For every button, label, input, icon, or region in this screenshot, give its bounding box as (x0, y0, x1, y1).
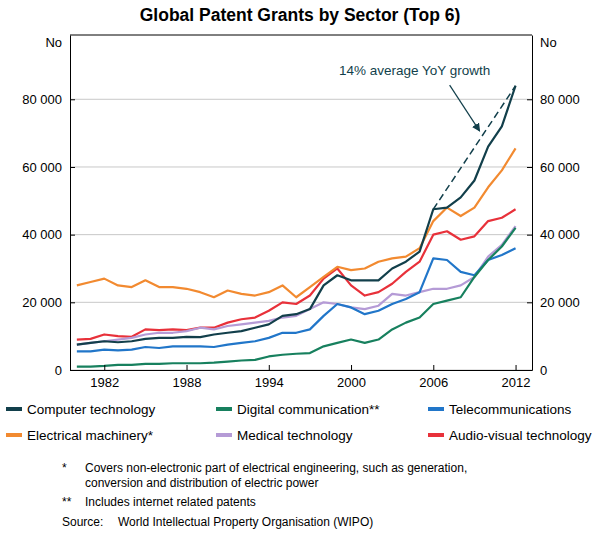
tick-label: 2012 (502, 375, 531, 390)
trend-line (433, 86, 515, 210)
title: Global Patent Grants by Sector (Top 6) (140, 5, 461, 25)
tick: 40 000 (22, 227, 75, 242)
tick-label: 2006 (419, 375, 448, 390)
annotation: 14% average YoY growth (339, 63, 490, 78)
tick-label: 1988 (173, 375, 202, 390)
legend-swatch (428, 433, 444, 437)
y-axis: 0 20 000 40 000 60 000 80 000 (22, 36, 75, 378)
tick-mark (70, 167, 75, 168)
note-text: Includes internet related patents (85, 495, 256, 509)
legend-label: Telecommunications (449, 402, 572, 417)
tick-mark (433, 365, 434, 370)
tick: 2000 (337, 365, 366, 390)
tick-label: 20 000 (540, 295, 580, 310)
series-line (77, 226, 516, 344)
x-axis: 1982 1988 1994 2000 2006 2012 (71, 365, 533, 390)
legend-swatch (6, 433, 22, 437)
tick: 80 000 (527, 92, 580, 107)
tick-label: 20 000 (22, 295, 62, 310)
legend-swatch (216, 407, 232, 411)
tick-label: 1994 (255, 375, 284, 390)
series-line (77, 148, 516, 297)
tick-mark (527, 235, 532, 236)
source-label: Source: (62, 515, 103, 529)
legend-label: Audio-visual technology (449, 428, 592, 443)
tick-label: 80 000 (540, 92, 580, 107)
tick-label: 0 (55, 363, 62, 378)
legend-label: Digital communication** (237, 402, 380, 417)
y2-axis: 0 20 000 40 000 60 000 80 000 (527, 36, 580, 378)
axis-line (70, 36, 71, 371)
legend-swatch (6, 407, 22, 411)
note-text: conversion and distribution of electric … (85, 476, 318, 490)
series-line (77, 228, 516, 367)
tick-mark (527, 302, 532, 303)
tick-mark (70, 235, 75, 236)
tick-label: 40 000 (22, 227, 62, 242)
note-text: Covers non-electronic part of electrical… (85, 461, 467, 475)
legend-label: Computer technology (27, 402, 156, 417)
tick: 2012 (502, 365, 531, 390)
tick-mark (269, 365, 270, 370)
legend-label: Electrical machinery* (27, 428, 154, 443)
y2-axis-label: No (540, 35, 557, 50)
series-line (77, 209, 516, 339)
tick-mark (70, 99, 75, 100)
plot-area (77, 86, 516, 367)
tick-mark (104, 365, 105, 370)
grid-line (70, 99, 532, 100)
tick: 80 000 (22, 92, 75, 107)
note-marker: * (62, 461, 67, 475)
grid-line (70, 166, 532, 167)
axis-line (71, 370, 533, 371)
y-axis-label: No (45, 35, 62, 50)
tick-mark (187, 365, 188, 370)
tick-label: 0 (540, 363, 547, 378)
tick: 20 000 (527, 295, 580, 310)
tick-mark (527, 99, 532, 100)
frame (70, 35, 532, 36)
legend-swatch (216, 433, 232, 437)
tick: 1994 (255, 365, 284, 390)
series-line (77, 86, 516, 345)
tick: 1982 (90, 365, 119, 390)
tick-label: 60 000 (22, 160, 62, 175)
note-marker: ** (62, 495, 72, 509)
chart: Global Patent Grants by Sector (Top 6)02… (0, 0, 600, 535)
grid-line (70, 370, 532, 371)
tick: 2006 (419, 365, 448, 390)
tick: 1988 (173, 365, 202, 390)
tick-mark (516, 365, 517, 370)
tick-mark (70, 302, 75, 303)
tick: 40 000 (527, 227, 580, 242)
grid (70, 99, 532, 370)
tick-label: 40 000 (540, 227, 580, 242)
tick-label: 2000 (337, 375, 366, 390)
annotation-arrow (450, 85, 480, 131)
notes: * Covers non-electronic part of electrica… (62, 461, 467, 529)
tick-label: 1982 (90, 375, 119, 390)
legend: Computer technology Digital communication… (6, 402, 592, 443)
tick-mark (351, 365, 352, 370)
tick: 60 000 (22, 160, 75, 175)
source-text: World Intellectual Property Organisation… (118, 515, 373, 529)
legend-swatch (428, 407, 444, 411)
tick-label: 60 000 (540, 160, 580, 175)
tick: 20 000 (22, 295, 75, 310)
grid-line (70, 234, 532, 235)
tick-label: 80 000 (22, 92, 62, 107)
legend-label: Medical technology (237, 428, 353, 443)
tick: 60 000 (527, 160, 580, 175)
tick-mark (527, 167, 532, 168)
axis-line (532, 36, 533, 371)
